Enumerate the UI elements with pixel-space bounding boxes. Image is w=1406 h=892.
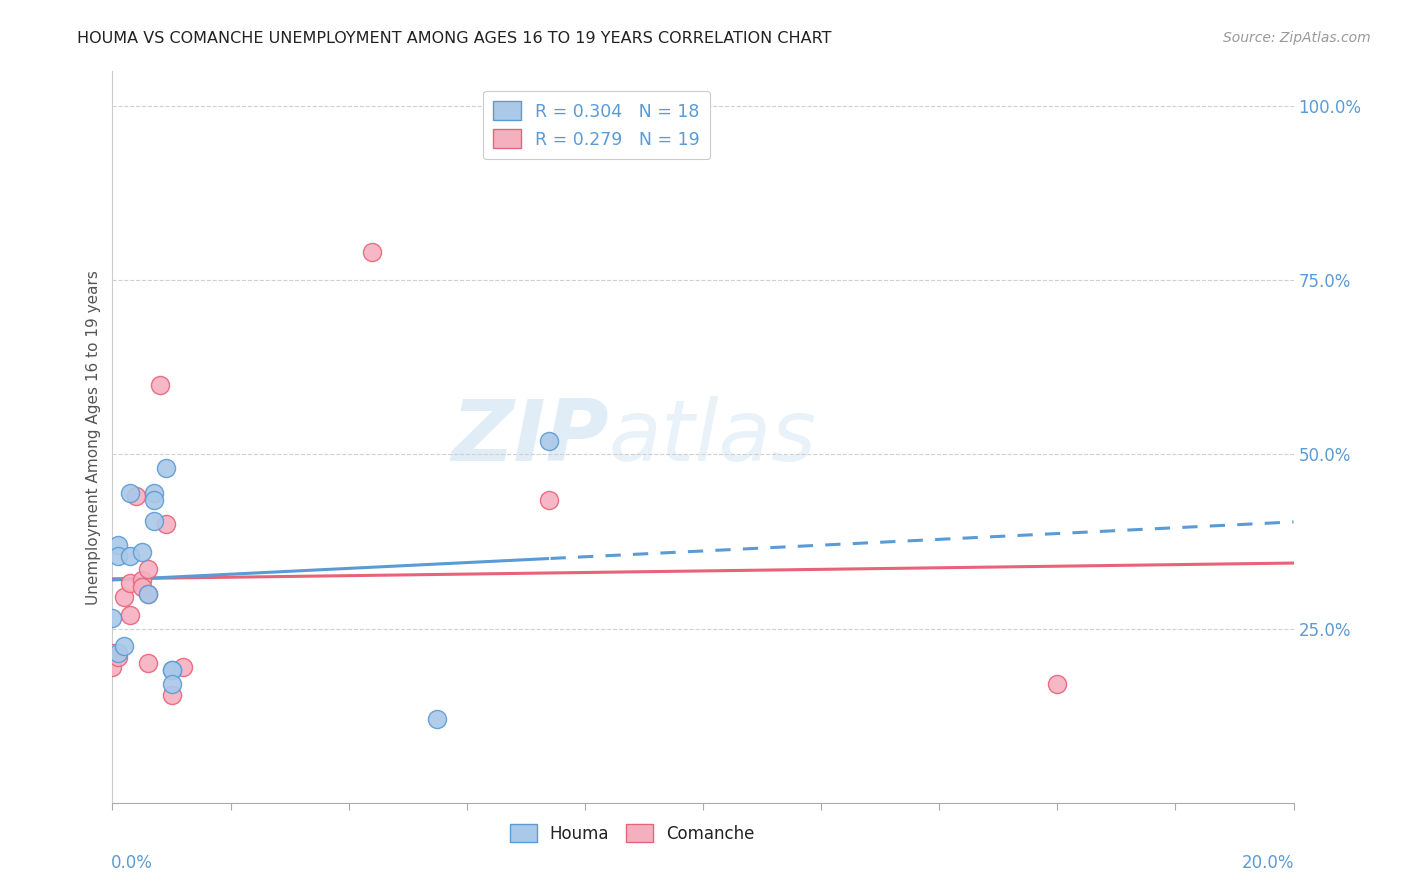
Y-axis label: Unemployment Among Ages 16 to 19 years: Unemployment Among Ages 16 to 19 years [86, 269, 101, 605]
Point [101, 660, 124, 674]
Point [107, 538, 129, 552]
Point [120, 549, 142, 563]
Point [538, 492, 561, 507]
Point [149, 377, 172, 392]
Text: atlas: atlas [609, 395, 817, 479]
Point [160, 664, 183, 678]
Point [160, 664, 183, 678]
Point [112, 639, 135, 653]
Text: 20.0%: 20.0% [1243, 854, 1295, 872]
Text: 0.0%: 0.0% [111, 854, 153, 872]
Legend: Houma, Comanche: Houma, Comanche [503, 817, 761, 849]
Point [426, 712, 449, 726]
Point [101, 646, 124, 660]
Point [120, 485, 142, 500]
Point [172, 660, 194, 674]
Point [160, 677, 183, 691]
Point [361, 245, 384, 260]
Point [131, 545, 153, 559]
Point [136, 587, 159, 601]
Point [160, 688, 183, 702]
Point [107, 649, 129, 664]
Point [131, 580, 153, 594]
Point [155, 461, 177, 475]
Point [107, 646, 129, 660]
Point [142, 492, 165, 507]
Text: ZIP: ZIP [451, 395, 609, 479]
Point [107, 549, 129, 563]
Point [1046, 677, 1069, 691]
Text: HOUMA VS COMANCHE UNEMPLOYMENT AMONG AGES 16 TO 19 YEARS CORRELATION CHART: HOUMA VS COMANCHE UNEMPLOYMENT AMONG AGE… [77, 31, 832, 46]
Point [125, 489, 148, 503]
Point [136, 562, 159, 576]
Point [142, 514, 165, 528]
Point [142, 485, 165, 500]
Point [131, 573, 153, 587]
Point [155, 517, 177, 532]
Point [136, 657, 159, 671]
Point [101, 611, 124, 625]
Point [538, 434, 561, 448]
Point [120, 576, 142, 591]
Point [120, 607, 142, 622]
Point [112, 591, 135, 605]
Text: Source: ZipAtlas.com: Source: ZipAtlas.com [1223, 31, 1371, 45]
Point [136, 587, 159, 601]
